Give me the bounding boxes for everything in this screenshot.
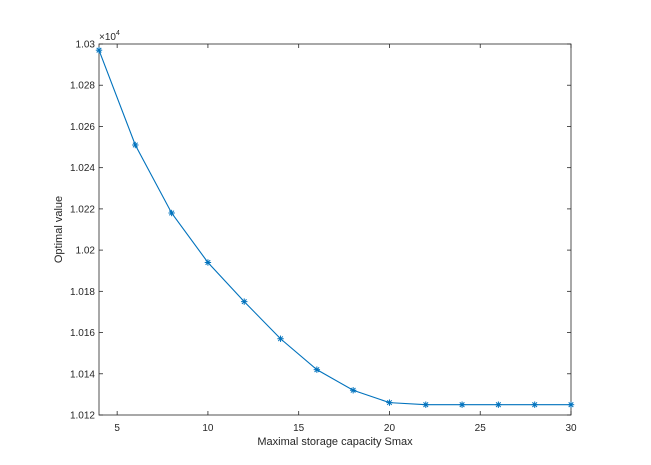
data-point bbox=[277, 335, 284, 342]
data-point-stroke bbox=[168, 210, 175, 216]
data-point bbox=[349, 387, 357, 394]
data-point-stroke bbox=[459, 402, 465, 408]
data-point-stroke bbox=[532, 402, 538, 408]
data-point bbox=[313, 366, 321, 373]
y-tick-label: 1.022 bbox=[70, 204, 95, 215]
y-exponent-base: ×10 bbox=[99, 32, 116, 43]
x-tick-label: 15 bbox=[293, 423, 305, 434]
data-point-stroke bbox=[205, 259, 211, 266]
data-point bbox=[458, 401, 466, 408]
data-point bbox=[531, 401, 538, 408]
data-point-stroke bbox=[96, 47, 102, 53]
data-point-stroke bbox=[495, 402, 502, 408]
x-tick-label: 10 bbox=[202, 423, 214, 434]
x-tick-label: 20 bbox=[384, 423, 396, 434]
data-point-stroke bbox=[314, 366, 320, 373]
y-exponent-label: ×104 bbox=[99, 30, 120, 43]
data-point bbox=[422, 401, 429, 408]
plot-area bbox=[98, 43, 572, 416]
y-tick-label: 1.026 bbox=[70, 122, 95, 133]
data-point bbox=[495, 401, 502, 408]
y-tick-label: 1.016 bbox=[70, 328, 95, 339]
data-point-stroke bbox=[423, 402, 429, 408]
data-point-stroke bbox=[241, 298, 247, 305]
data-point bbox=[567, 401, 575, 408]
data-point-stroke bbox=[568, 402, 574, 408]
y-tick-label: 1.024 bbox=[70, 163, 95, 174]
data-point-stroke bbox=[132, 142, 138, 148]
y-tick-label: 1.018 bbox=[70, 287, 95, 298]
y-tick-label: 1.012 bbox=[70, 411, 95, 422]
y-axis-label: Optimal value bbox=[53, 196, 65, 263]
y-tick-label: 1.03 bbox=[76, 40, 96, 51]
data-point bbox=[241, 298, 248, 305]
series-line bbox=[98, 49, 571, 406]
x-tick-label: 30 bbox=[565, 423, 577, 434]
x-tick-label: 5 bbox=[114, 423, 120, 434]
y-tick-label: 1.02 bbox=[76, 246, 96, 257]
data-point bbox=[386, 399, 393, 406]
x-axis-label: Maximal storage capacity Smax bbox=[257, 436, 413, 448]
x-tick-label: 25 bbox=[475, 423, 487, 434]
data-point bbox=[168, 209, 175, 217]
data-point-stroke bbox=[277, 336, 284, 342]
y-tick-label: 1.014 bbox=[70, 369, 95, 380]
data-point-stroke bbox=[350, 387, 356, 393]
data-point bbox=[204, 259, 212, 266]
axis-ticks: 5 10 15 20 25 30 1.012 1.014 1.016 1.018 1.02 1.022… bbox=[70, 40, 577, 435]
y-tick-label: 1.028 bbox=[70, 81, 95, 92]
data-point-stroke bbox=[386, 399, 393, 406]
data-point bbox=[95, 46, 103, 54]
data-point bbox=[132, 141, 139, 149]
y-exponent-power: 4 bbox=[116, 30, 120, 37]
series-layer bbox=[95, 46, 575, 408]
